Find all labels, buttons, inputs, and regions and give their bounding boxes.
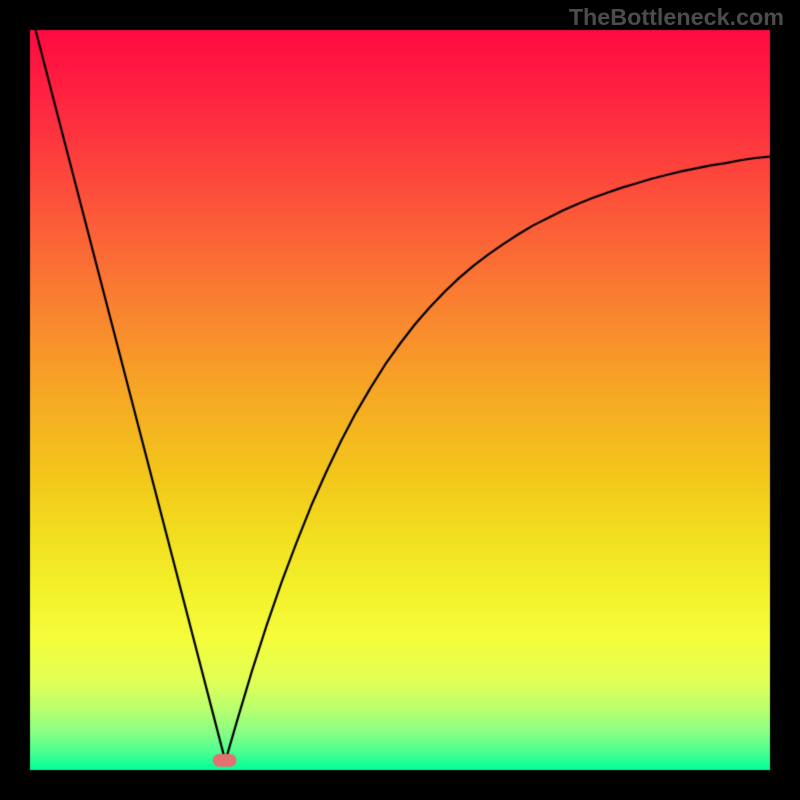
bottleneck-plot-canvas	[0, 0, 800, 800]
chart-stage: TheBottleneck.com	[0, 0, 800, 800]
